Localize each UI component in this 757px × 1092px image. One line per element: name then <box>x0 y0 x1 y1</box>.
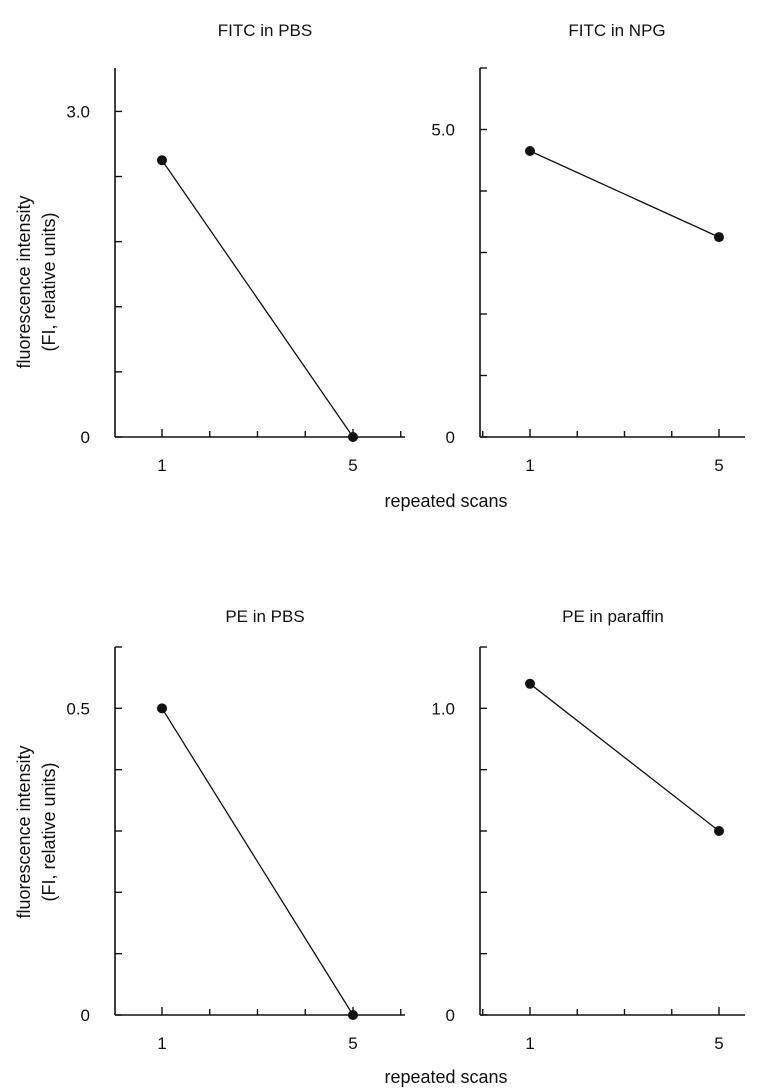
x-tick-label: 1 <box>525 1034 534 1053</box>
y-axis-label-top-line2: (FI, relative units) <box>39 212 59 351</box>
y-axis-label-top-line1: fluorescence intensity <box>14 195 34 368</box>
y-axis-label-bottom-line1: fluorescence intensity <box>14 745 34 918</box>
y-tick-label: 0 <box>81 428 90 447</box>
chart-title: PE in paraffin <box>562 607 664 626</box>
y-tick-label: 0 <box>446 1006 455 1025</box>
chart-panel-2: FITC in NPG 0 5.0 1 5 <box>431 21 745 475</box>
data-point <box>525 146 535 157</box>
y-tick-label: 0 <box>81 1006 90 1025</box>
x-axis-label-top: repeated scans <box>384 491 507 511</box>
data-point <box>525 678 535 689</box>
data-point <box>714 826 724 836</box>
series-line <box>529 683 720 832</box>
x-tick-label: 1 <box>525 456 534 475</box>
data-point <box>348 1010 358 1020</box>
series-line <box>161 159 354 438</box>
x-tick-label: 5 <box>714 456 723 475</box>
data-point <box>348 432 358 442</box>
chart-title: PE in PBS <box>225 607 304 626</box>
chart-title: FITC in NPG <box>568 21 665 40</box>
y-tick-label: 0 <box>446 428 455 447</box>
x-tick-label: 5 <box>714 1034 723 1053</box>
y-tick-label: 3.0 <box>66 102 90 121</box>
series-line <box>529 150 720 238</box>
y-axis-label-bottom-line2: (FI, relative units) <box>39 762 59 901</box>
y-tick-label: 5.0 <box>431 121 455 140</box>
y-tick-label: 1.0 <box>431 699 455 718</box>
x-tick-label: 1 <box>157 1034 166 1053</box>
x-tick-label: 1 <box>157 456 166 475</box>
data-point <box>157 155 167 166</box>
x-tick-label: 5 <box>348 1034 357 1053</box>
chart-panel-4: PE in paraffin 0 1.0 1 5 <box>431 607 745 1053</box>
chart-panel-3: PE in PBS 0 0.5 1 5 <box>66 607 405 1053</box>
data-point <box>157 703 167 714</box>
y-tick-label: 0.5 <box>66 699 90 718</box>
x-axis-label-bottom: repeated scans <box>384 1067 507 1087</box>
x-tick-label: 5 <box>348 456 357 475</box>
data-point <box>714 232 724 243</box>
series-line <box>161 707 354 1016</box>
chart-title: FITC in PBS <box>218 21 312 40</box>
chart-panel-1: FITC in PBS 0 3.0 1 5 <box>66 21 405 475</box>
